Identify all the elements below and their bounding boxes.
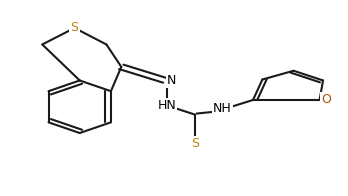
Text: NH: NH: [213, 102, 232, 115]
Text: HN: HN: [158, 99, 176, 112]
Text: O: O: [321, 93, 331, 106]
Text: N: N: [167, 74, 176, 87]
Text: S: S: [71, 21, 79, 34]
Text: S: S: [191, 137, 199, 150]
